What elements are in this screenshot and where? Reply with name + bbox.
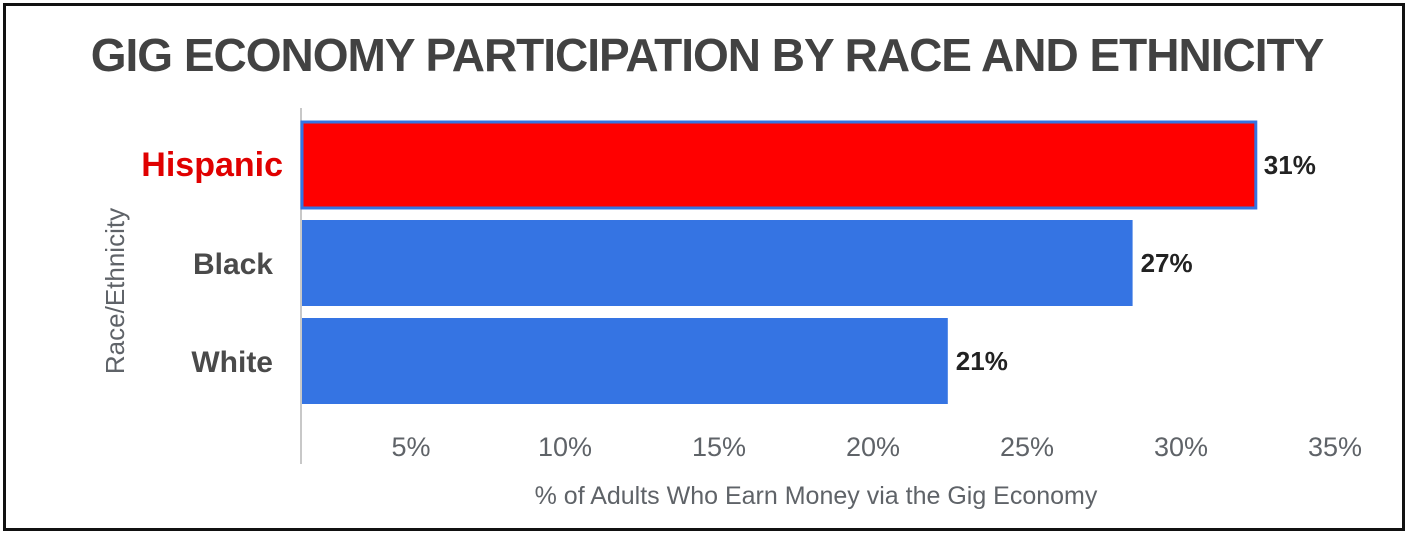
x-tick-label: 30% xyxy=(1154,432,1208,462)
bar-chart: Race/Ethnicity % of Adults Who Earn Mone… xyxy=(100,108,1362,510)
y-axis-title: Race/Ethnicity xyxy=(100,208,130,374)
x-tick-label: 20% xyxy=(846,432,900,462)
data-label-black: 27% xyxy=(1141,248,1193,278)
x-axis-title: % of Adults Who Earn Money via the Gig E… xyxy=(535,482,1098,510)
x-tick-label: 10% xyxy=(538,432,592,462)
x-tick-label: 5% xyxy=(391,432,430,462)
x-tick-label: 25% xyxy=(1000,432,1054,462)
bars-group: Hispanic 31% Black 27% White 21% xyxy=(141,120,1316,404)
data-label-white: 21% xyxy=(956,346,1008,376)
category-label-black: Black xyxy=(193,248,273,281)
x-tick-label: 35% xyxy=(1308,432,1362,462)
data-label-hispanic: 31% xyxy=(1264,150,1316,180)
bar-hispanic xyxy=(300,120,1258,210)
x-tick-labels: 5% 10% 15% 20% 25% 30% 35% xyxy=(391,432,1362,462)
category-label-white: White xyxy=(191,346,273,379)
x-tick-label: 15% xyxy=(692,432,746,462)
chart-frame: GIG ECONOMY PARTICIPATION BY RACE AND ET… xyxy=(3,3,1405,531)
category-label-hispanic: Hispanic xyxy=(141,146,283,184)
chart-title: GIG ECONOMY PARTICIPATION BY RACE AND ET… xyxy=(90,29,1325,81)
bar-black xyxy=(302,220,1133,306)
bar-white xyxy=(302,318,948,404)
